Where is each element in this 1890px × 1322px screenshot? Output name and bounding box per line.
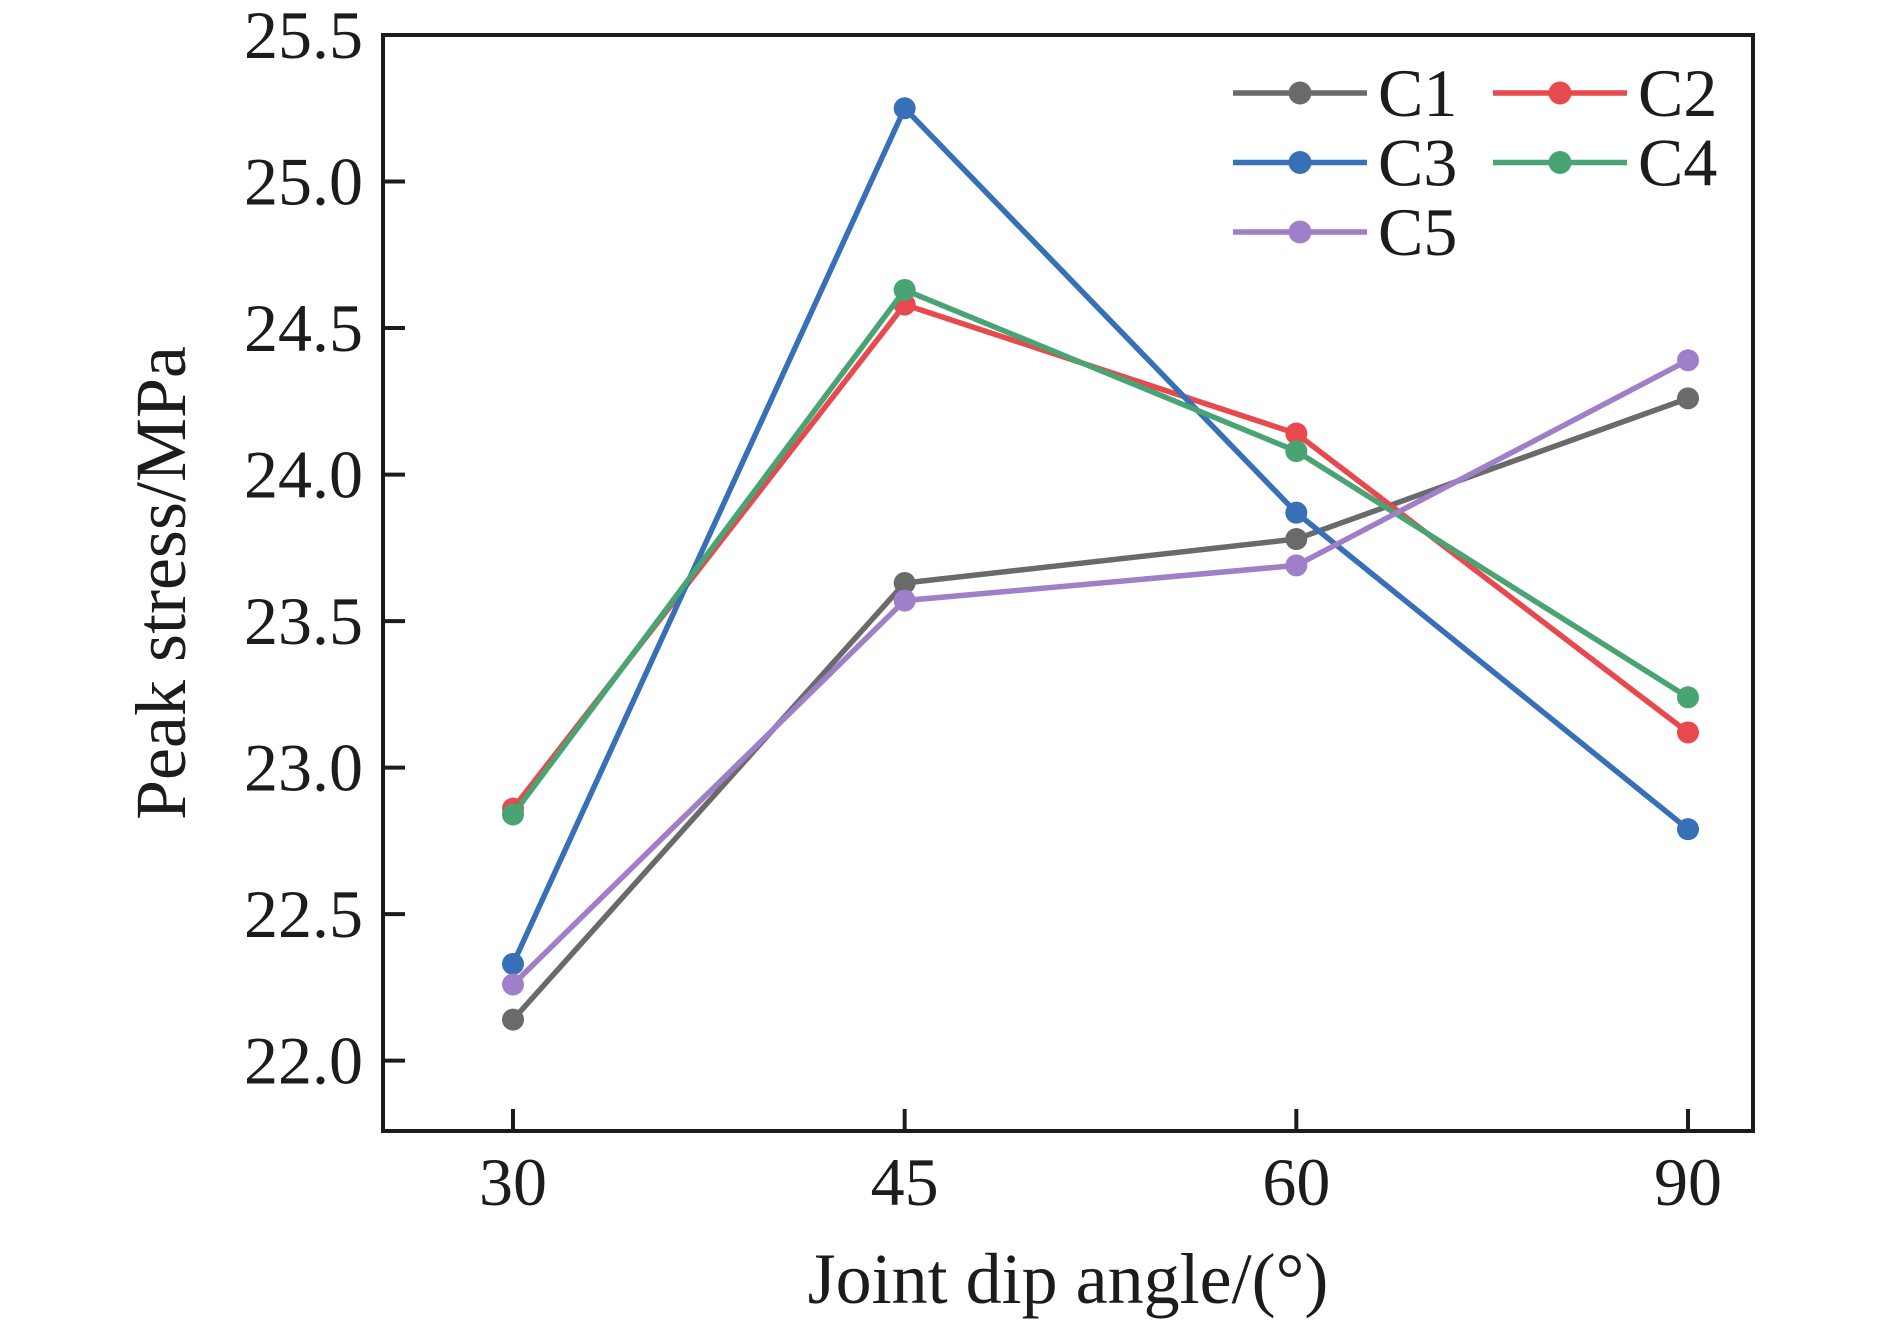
legend-label: C1: [1378, 55, 1457, 131]
y-axis-title: Peak stress/MPa: [121, 346, 201, 820]
legend-entry-C3: C3: [1233, 125, 1457, 201]
data-point-C4: [502, 803, 524, 826]
data-point-C1: [893, 572, 916, 594]
legend-marker: [1288, 151, 1312, 174]
data-point-C1: [502, 1008, 524, 1031]
legend-marker: [1288, 81, 1312, 105]
x-axis-title: Joint dip angle/(°): [808, 1239, 1329, 1319]
legend-entry-C4: C4: [1493, 125, 1717, 201]
plot-frame: [381, 33, 1755, 1133]
legend-label: C3: [1378, 125, 1457, 201]
data-point-C3: [502, 952, 524, 975]
series-group: [502, 97, 1699, 1031]
y-tick-label: 24.5: [244, 290, 363, 366]
x-tick-label: 45: [871, 1144, 939, 1220]
legend: C1 C2 C3 C4 C5: [1233, 55, 1717, 270]
y-tick-label: 25.5: [244, 0, 363, 73]
data-point-C1: [1677, 387, 1699, 410]
data-point-C4: [1285, 440, 1308, 463]
data-point-C3: [1285, 501, 1308, 524]
x-tick-label: 30: [479, 1144, 547, 1220]
legend-label: C5: [1378, 194, 1457, 270]
data-point-C3: [1677, 818, 1699, 841]
series-line-C1: [510, 395, 1691, 1023]
data-point-C5: [502, 973, 524, 996]
data-point-C4: [1677, 686, 1699, 709]
legend-entry-C2: C2: [1493, 55, 1717, 131]
legend-entry-C5: C5: [1233, 194, 1457, 270]
data-point-C2: [1285, 422, 1308, 445]
legend-entry-C1: C1: [1233, 55, 1457, 131]
x-tick-label: 60: [1262, 1144, 1330, 1220]
y-tick-label: 22.5: [244, 876, 363, 952]
y-tick-label: 23.5: [244, 583, 363, 659]
y-tick-label: 25.0: [244, 144, 363, 220]
legend-marker: [1288, 220, 1312, 244]
legend-marker: [1548, 151, 1572, 174]
x-axis-ticks: 30 45 60 90: [479, 1109, 1722, 1220]
series-line-C5: [510, 357, 1691, 988]
y-tick-label: 22.0: [244, 1023, 363, 1099]
data-point-C5: [1677, 349, 1699, 372]
data-point-C4: [893, 278, 916, 301]
series-line-C3: [510, 103, 1691, 967]
data-point-C5: [1285, 554, 1308, 577]
y-axis-ticks: 25.5 25.0 24.5 24.0 23.5 23.0 22.5 22.0: [244, 0, 405, 1099]
x-tick-label: 90: [1654, 1144, 1722, 1220]
legend-marker: [1548, 81, 1572, 105]
legend-label: C2: [1638, 55, 1717, 131]
series-line-C4: [510, 286, 1691, 818]
y-tick-label: 24.0: [244, 437, 363, 513]
data-point-C2: [1677, 721, 1699, 744]
y-tick-label: 23.0: [244, 730, 363, 806]
data-point-C3: [893, 97, 916, 120]
data-point-C1: [1285, 528, 1308, 551]
series-line-C2: [510, 301, 1691, 812]
legend-label: C4: [1638, 125, 1717, 201]
data-point-C5: [893, 589, 916, 612]
